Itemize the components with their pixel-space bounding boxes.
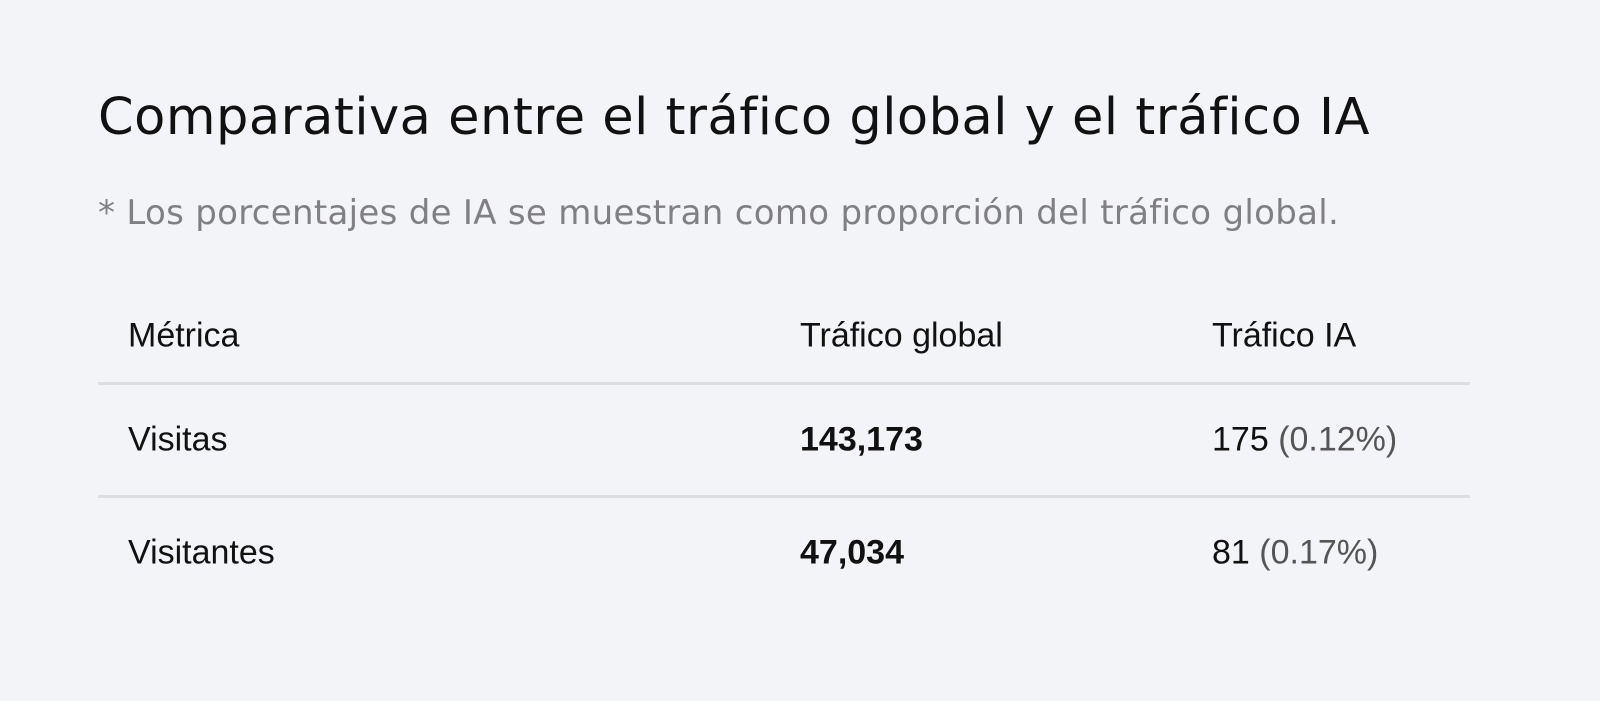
metric-name: Visitas	[128, 420, 228, 459]
table-header: Métrica Tráfico global Tráfico IA	[98, 290, 1470, 385]
table-row: Visitantes 47,034 81 (0.17%)	[98, 498, 1470, 608]
ai-value: 81	[1212, 533, 1250, 572]
ai-value-cell: 175 (0.12%)	[1212, 421, 1397, 460]
table-row: Visitas 143,173 175 (0.12%)	[98, 385, 1470, 498]
header-global-traffic: Tráfico global	[800, 316, 1003, 355]
metric-name: Visitantes	[128, 533, 275, 572]
global-value: 47,034	[800, 533, 904, 572]
ai-value: 175	[1212, 420, 1269, 459]
ai-value-cell: 81 (0.17%)	[1212, 534, 1378, 573]
footnote: * Los porcentajes de IA se muestran como…	[98, 193, 1340, 233]
header-ai-traffic: Tráfico IA	[1212, 316, 1357, 355]
page-title: Comparativa entre el tráfico global y el…	[98, 88, 1370, 147]
ai-percentage: (0.12%)	[1278, 420, 1398, 459]
global-value: 143,173	[800, 420, 923, 459]
header-metric: Métrica	[128, 316, 240, 355]
comparison-table: Métrica Tráfico global Tráfico IA Visita…	[98, 290, 1470, 608]
ai-percentage: (0.17%)	[1259, 533, 1379, 572]
